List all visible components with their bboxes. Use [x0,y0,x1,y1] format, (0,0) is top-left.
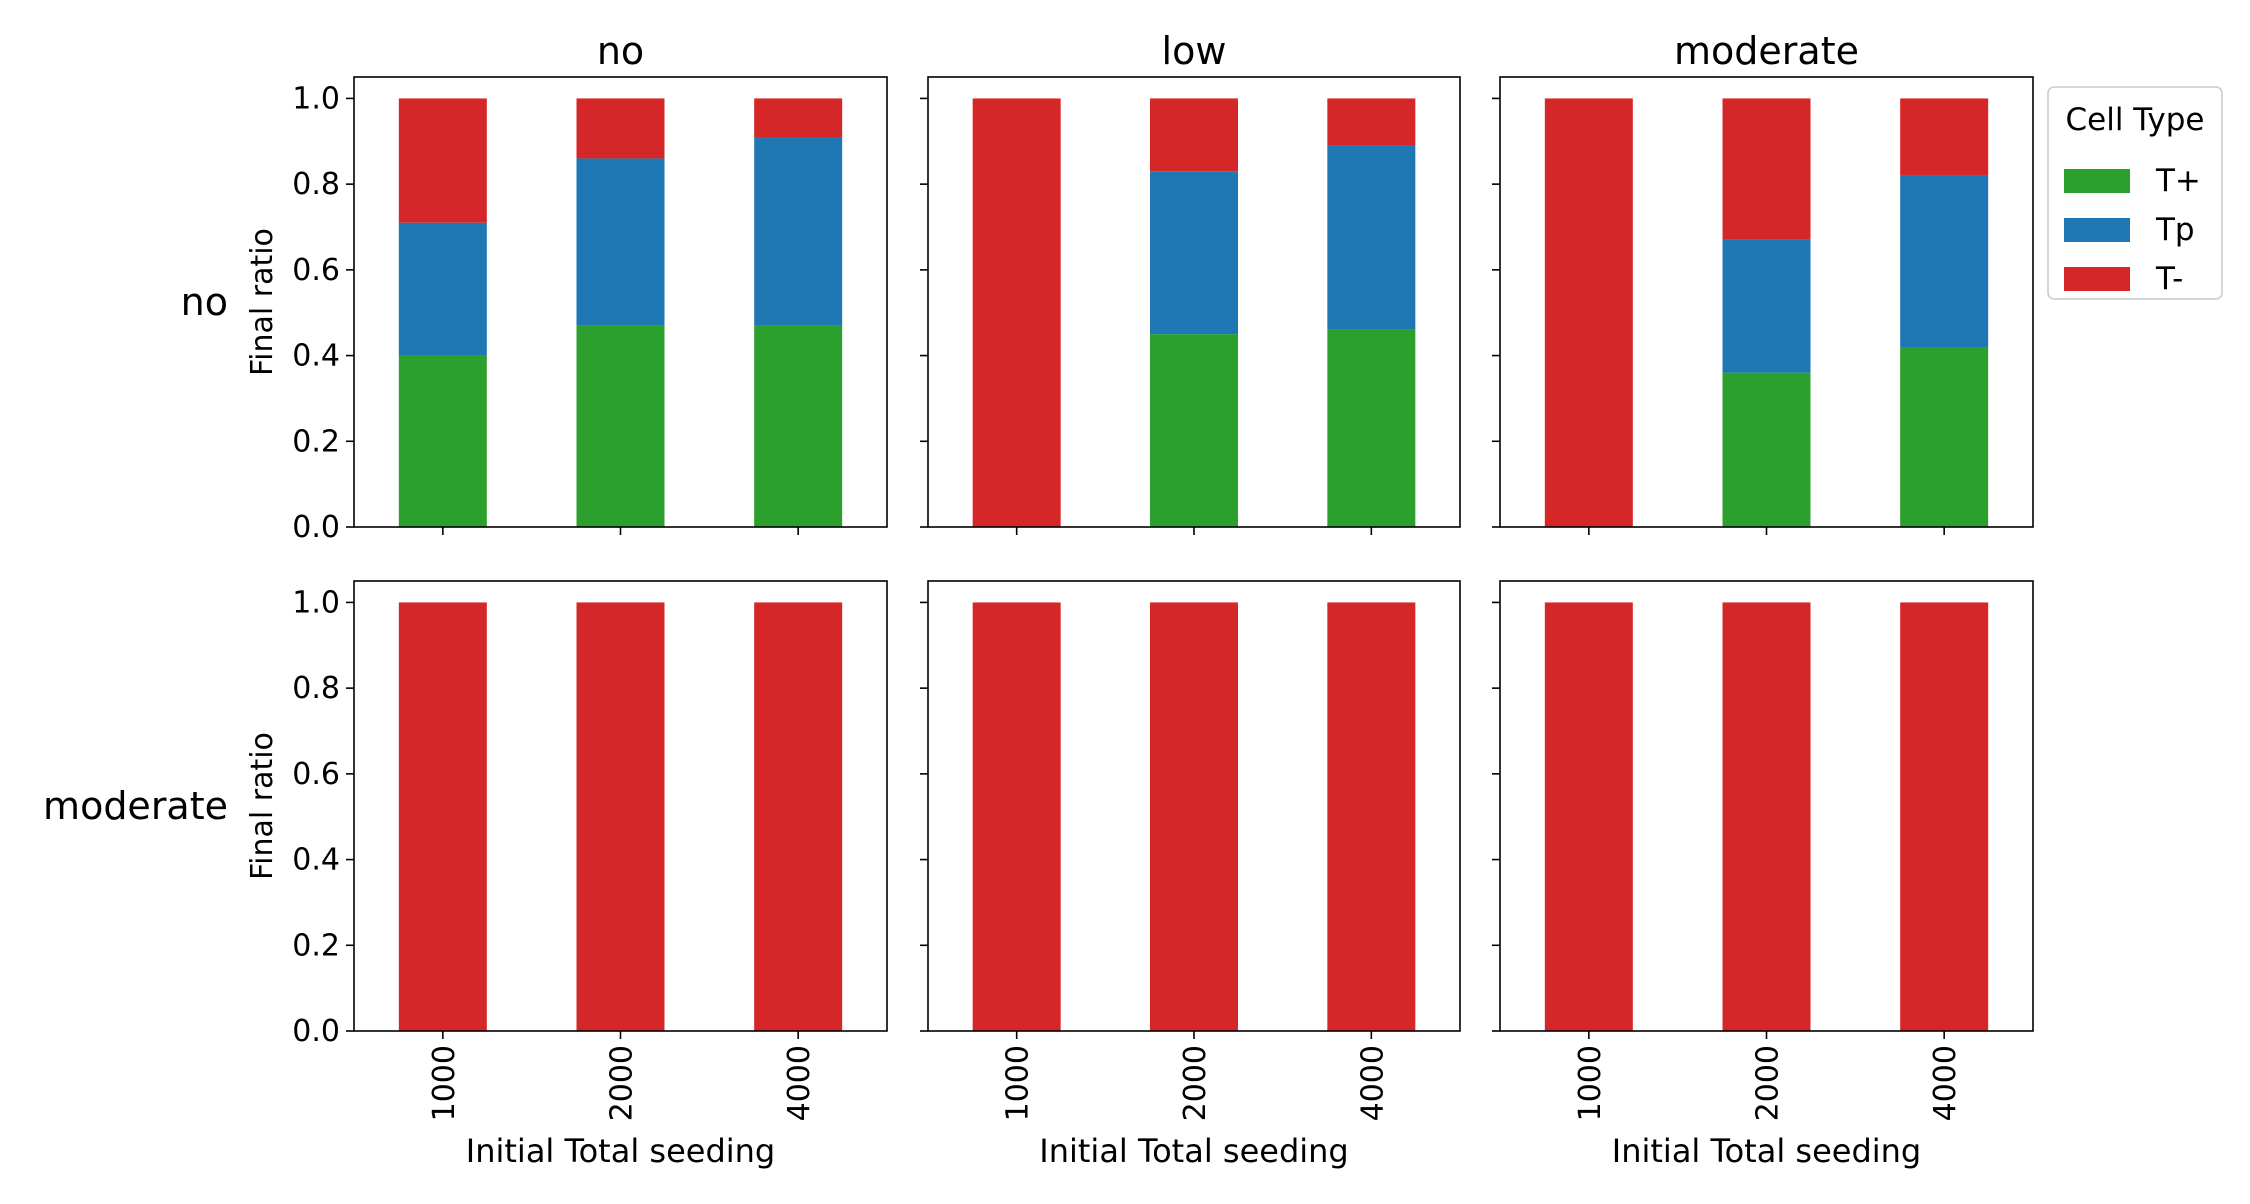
bar-segment [1900,347,1989,527]
bar-segment [1544,98,1633,528]
y-axis-label: Final ratio [245,732,280,880]
bar-segment [754,137,843,326]
bar-segment [576,602,665,1031]
y-tick-label: 0.6 [292,253,340,288]
x-tick-label: 4000 [1355,1045,1390,1121]
x-tick-label: 1000 [1001,1045,1036,1121]
bar-segment [398,602,487,1031]
bar-segment [576,158,665,326]
y-tick-label: 0.0 [292,1014,340,1049]
bar-segment [754,325,843,527]
column-title: low [1162,29,1227,73]
row-title: no [181,280,228,324]
bar-segment [1150,334,1238,527]
legend-swatch [2064,169,2130,193]
bar-segment [754,98,843,137]
bar-segment [576,98,665,159]
bar-segment [398,222,487,356]
bar-segment [1900,602,1989,1031]
x-tick-label: 4000 [782,1045,817,1121]
x-axis-label: Initial Total seeding [466,1132,775,1170]
y-tick-label: 0.2 [292,424,340,459]
y-tick-label: 0.8 [292,671,340,706]
bar-segment [1150,98,1238,172]
bar-segment [1900,175,1989,347]
bar-segment [1722,239,1811,373]
x-axis-label: Initial Total seeding [1039,1132,1348,1170]
x-tick-label: 2000 [1178,1045,1213,1121]
bar-segment [754,602,843,1031]
y-tick-label: 0.4 [292,843,340,878]
bar-segment [972,98,1061,528]
row-title: moderate [43,784,228,828]
x-tick-label: 2000 [605,1045,640,1121]
bar-segment [1327,329,1416,527]
legend-label: Tp [2155,212,2195,248]
bar-segment [1544,602,1633,1031]
legend-label: T- [2155,261,2183,297]
column-title: moderate [1674,29,1859,73]
y-tick-label: 0.0 [292,510,340,545]
column-title: no [597,29,644,73]
bar-segment [1150,171,1238,335]
bar-segment [972,602,1061,1031]
bar-segment [1150,602,1238,1031]
bar-segment [576,325,665,527]
bar-segment [1327,145,1416,330]
x-tick-label: 1000 [1573,1045,1608,1121]
y-tick-label: 0.8 [292,167,340,202]
x-tick-label: 2000 [1751,1045,1786,1121]
x-axis-label: Initial Total seeding [1612,1132,1921,1170]
legend-title: Cell Type [2065,102,2204,138]
bar-segment [398,355,487,527]
bar-segment [1722,602,1811,1031]
bar-segment [1722,98,1811,240]
y-tick-label: 0.2 [292,928,340,963]
legend-box [2047,86,2223,300]
x-tick-label: 1000 [427,1045,462,1121]
legend-swatch [2064,267,2130,291]
bar-segment [1900,98,1989,176]
bar-segment [1327,98,1416,146]
bar-segment [1327,602,1416,1031]
bar-segment [1722,372,1811,527]
x-tick-label: 4000 [1928,1045,1963,1121]
y-tick-label: 1.0 [292,81,340,116]
y-tick-label: 0.6 [292,757,340,792]
legend-swatch [2064,218,2130,242]
y-axis-label: Final ratio [245,228,280,376]
y-tick-label: 1.0 [292,585,340,620]
y-tick-label: 0.4 [292,339,340,374]
bar-segment [398,98,487,223]
legend-label: T+ [2155,163,2201,199]
